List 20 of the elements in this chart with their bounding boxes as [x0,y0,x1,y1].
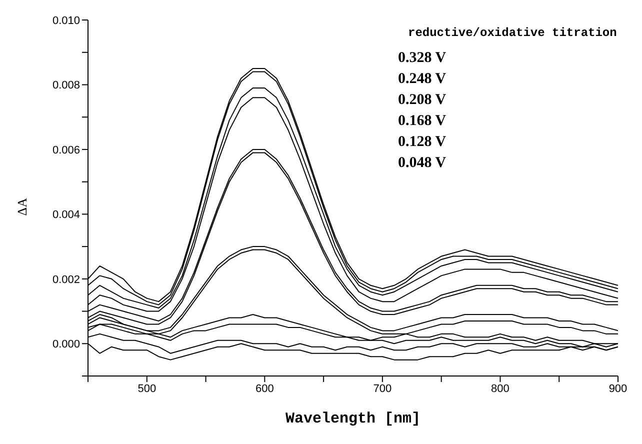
annotation: 0.168 V [398,112,446,131]
annotation: 0.128 V [398,133,446,152]
x-tick-label: 800 [491,382,510,395]
x-tick-label: 700 [373,382,392,395]
x-tick-label: 500 [138,382,156,395]
y-tick-label: 0.008 [52,80,80,92]
annotation: 0.048 V [398,154,446,173]
annotation: reductive/oxidative titration [408,26,617,40]
y-tick-label: 0.006 [52,144,80,156]
annotation: 0.208 V [398,91,446,110]
annotation: 0.248 V [398,70,446,89]
y-tick-label: 0.004 [52,209,80,222]
x-axis-title: Wavelength [nm] [285,410,421,428]
y-tick-label: 0.000 [52,338,80,351]
y-tick-label: 0.002 [52,274,80,286]
x-tick-label: 900 [608,382,628,395]
y-tick-label: 0.010 [52,14,80,27]
annotation: 0.328 V [398,49,446,68]
x-tick-label: 600 [255,382,274,395]
y-axis-title: ΔA [14,197,30,216]
